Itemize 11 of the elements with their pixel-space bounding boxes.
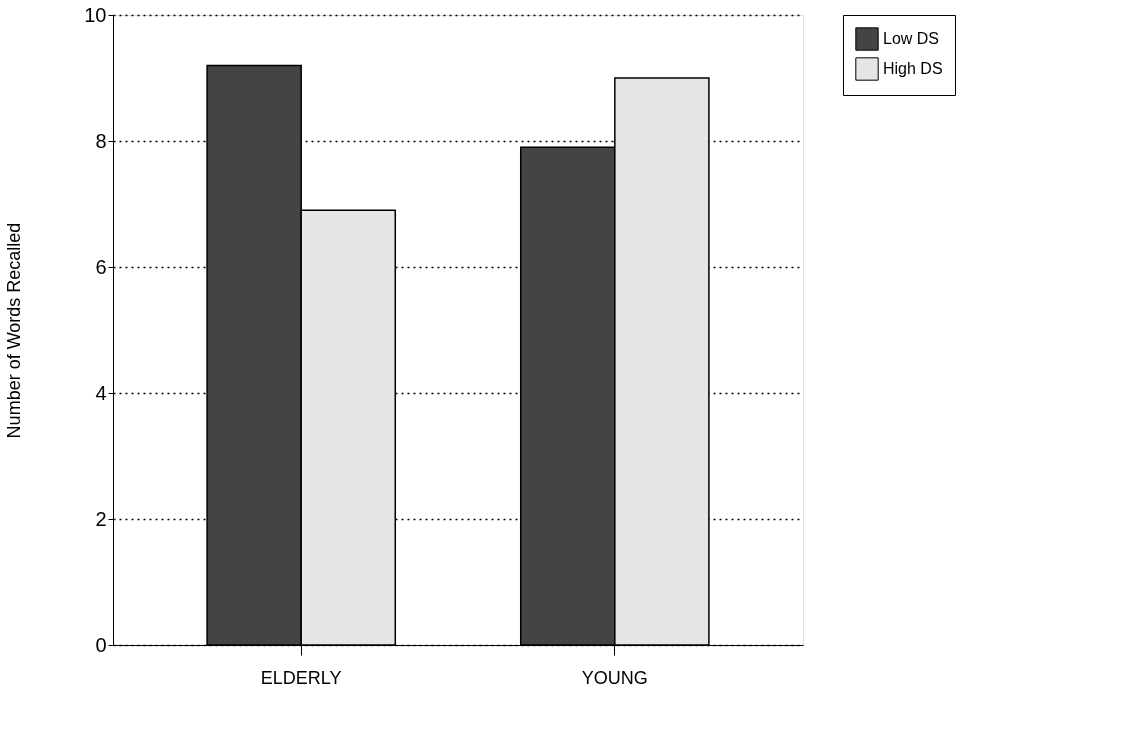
y-tick-label: 4 (95, 381, 107, 404)
y-tick-label: 8 (95, 129, 107, 152)
y-axis-title: Number of Words Recalled (4, 222, 25, 439)
y-tick-label: 0 (95, 633, 107, 656)
legend-label: High DS (883, 60, 943, 77)
legend-label: Low DS (883, 30, 940, 47)
x-tick-label: YOUNG (581, 667, 648, 688)
y-tick-label: 6 (95, 255, 107, 278)
y-tick-label: 2 (95, 507, 107, 530)
x-tick-label: ELDERLY (260, 667, 342, 688)
y-tick-label: 10 (84, 3, 107, 26)
